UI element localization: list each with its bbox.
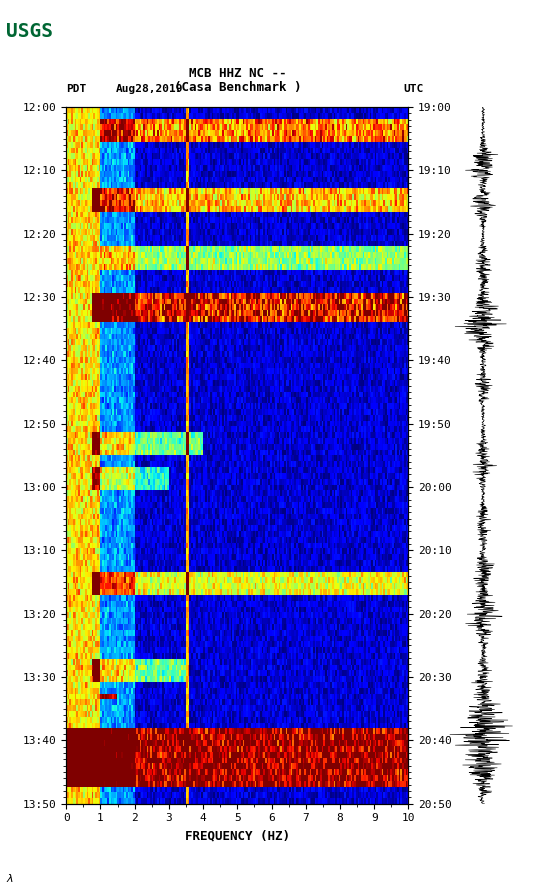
Text: USGS: USGS bbox=[6, 22, 52, 41]
Text: UTC: UTC bbox=[403, 84, 423, 94]
Text: MCB HHZ NC --: MCB HHZ NC -- bbox=[189, 67, 286, 80]
X-axis label: FREQUENCY (HZ): FREQUENCY (HZ) bbox=[185, 829, 290, 842]
Text: $\mathit{\lambda}$: $\mathit{\lambda}$ bbox=[6, 872, 13, 884]
Text: (Casa Benchmark ): (Casa Benchmark ) bbox=[174, 80, 301, 94]
Text: Aug28,2019: Aug28,2019 bbox=[116, 84, 183, 94]
Text: PDT: PDT bbox=[66, 84, 87, 94]
